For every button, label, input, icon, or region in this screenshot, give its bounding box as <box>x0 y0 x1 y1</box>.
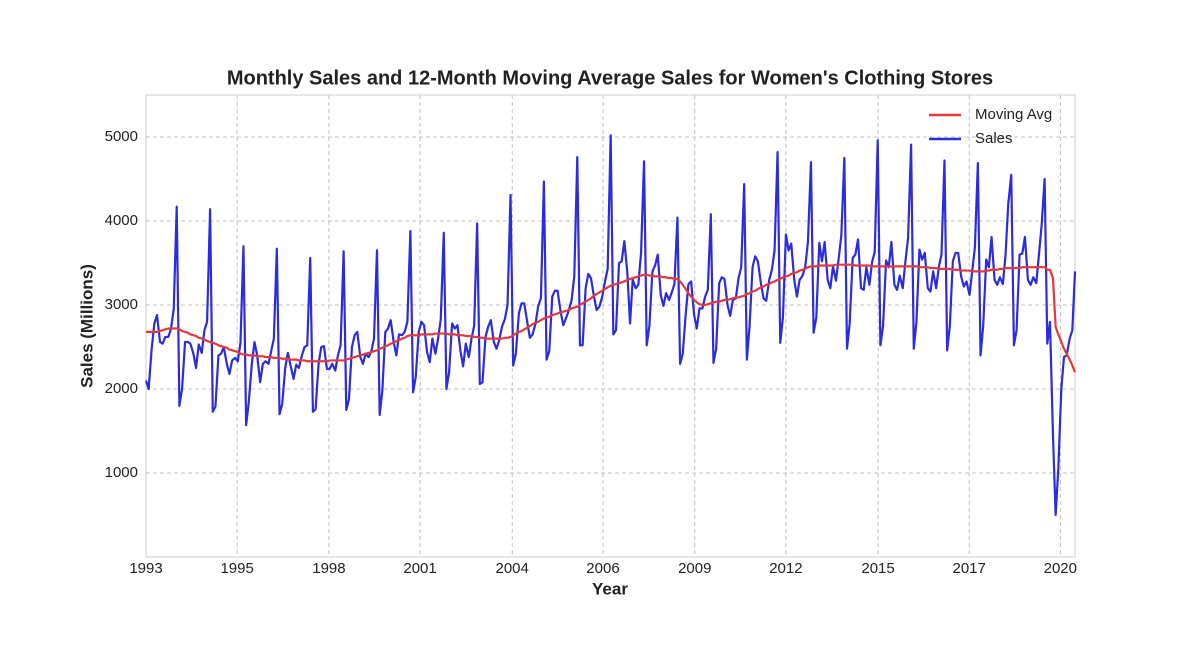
legend-label: Moving Avg <box>975 106 1052 123</box>
x-tick-label: 1998 <box>312 560 345 577</box>
x-tick-label: 1995 <box>220 560 253 577</box>
y-tick-label: 2000 <box>105 380 138 397</box>
x-tick-label: 2001 <box>403 560 436 577</box>
y-tick-label: 3000 <box>105 296 138 313</box>
y-tick-label: 4000 <box>105 212 138 229</box>
chart-title: Monthly Sales and 12-Month Moving Averag… <box>227 67 993 89</box>
x-tick-label: 2015 <box>861 560 894 577</box>
y-axis-label: Sales (Millions) <box>77 264 96 388</box>
x-axis-label: Year <box>592 579 628 598</box>
legend-label: Sales <box>975 130 1013 147</box>
y-tick-label: 1000 <box>105 464 138 481</box>
x-tick-label: 2020 <box>1044 560 1077 577</box>
x-tick-label: 2004 <box>496 560 529 577</box>
x-tick-label: 1993 <box>129 560 162 577</box>
y-tick-label: 5000 <box>105 128 138 145</box>
x-tick-label: 2006 <box>586 560 619 577</box>
x-tick-label: 2017 <box>952 560 985 577</box>
plot-border <box>145 94 1076 558</box>
x-tick-label: 2012 <box>769 560 802 577</box>
x-tick-label: 2009 <box>678 560 711 577</box>
series-line <box>146 263 1077 373</box>
